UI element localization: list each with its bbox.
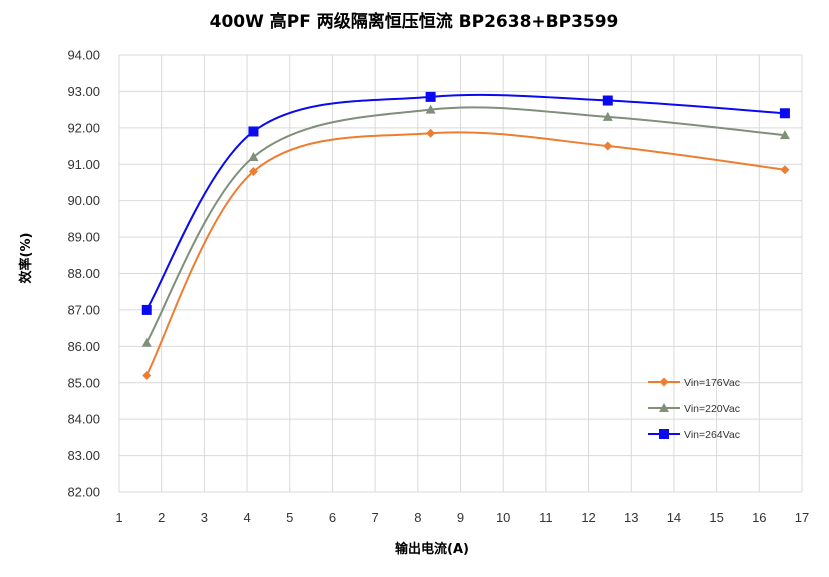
series-group: [141, 91, 790, 380]
legend-item: Vin=220Vac: [648, 403, 740, 415]
grid-lines: [118, 54, 803, 493]
series-line: [145, 93, 785, 311]
series-line: [145, 106, 786, 344]
y-tick-label: 93.00: [67, 84, 100, 99]
y-tick-label: 85.00: [67, 375, 100, 390]
x-axis-title: 输出电流(A): [395, 541, 469, 557]
x-tick-label: 16: [752, 510, 766, 525]
x-tick-label: 1: [115, 510, 122, 525]
x-tick-label: 17: [795, 510, 809, 525]
x-tick-label: 15: [709, 510, 723, 525]
x-tick-labels: 1 2 3 4 5 6 7 8 9 10 11 12 13 14 15 16 17: [115, 510, 809, 525]
x-tick-label: 12: [581, 510, 595, 525]
y-tick-label: 84.00: [67, 412, 100, 427]
legend-marker: [659, 403, 669, 412]
x-tick-label: 3: [201, 510, 208, 525]
legend-item: Vin=264Vac: [648, 429, 740, 441]
data-point: [779, 108, 790, 119]
y-tick-label: 83.00: [67, 448, 100, 463]
x-tick-label: 9: [457, 510, 464, 525]
chart-title: 400W 高PF 两级隔离恒压恒流 BP2638+BP3599: [210, 11, 619, 32]
x-tick-label: 2: [158, 510, 165, 525]
y-tick-label: 90.00: [67, 193, 100, 208]
x-tick-label: 13: [624, 510, 638, 525]
data-point: [141, 304, 152, 315]
series-vin-264vac: [141, 91, 790, 315]
x-tick-label: 14: [667, 510, 681, 525]
y-axis-title: 效率(%): [18, 233, 34, 284]
legend: Vin=176Vac Vin=220Vac Vin=264Vac: [648, 377, 740, 441]
legend-marker: [659, 429, 669, 439]
y-tick-label: 94.00: [67, 48, 100, 63]
x-tick-label: 8: [414, 510, 421, 525]
y-tick-label: 86.00: [67, 339, 100, 354]
data-point: [780, 165, 790, 175]
y-tick-label: 88.00: [67, 266, 100, 281]
data-point: [602, 111, 613, 121]
data-point: [603, 141, 613, 151]
y-tick-label: 82.00: [67, 485, 100, 500]
data-point: [142, 370, 152, 380]
data-point: [425, 104, 436, 114]
x-tick-label: 11: [539, 510, 553, 525]
x-tick-label: 7: [372, 510, 379, 525]
legend-marker: [659, 377, 669, 387]
data-point: [779, 130, 790, 140]
y-tick-labels: 82.00 83.00 84.00 85.00 86.00 87.00 88.00 89.00…: [67, 48, 100, 500]
data-point: [248, 126, 259, 137]
data-point: [141, 337, 152, 347]
series-vin-176vac: [142, 128, 790, 380]
y-tick-label: 89.00: [67, 230, 100, 245]
y-tick-label: 91.00: [67, 157, 100, 172]
data-point: [425, 91, 436, 102]
data-point: [426, 128, 436, 138]
legend-item: Vin=176Vac: [648, 377, 740, 389]
x-tick-label: 6: [329, 510, 336, 525]
data-point: [248, 167, 258, 177]
data-point: [248, 151, 259, 161]
data-point: [602, 95, 613, 106]
x-tick-label: 5: [286, 510, 293, 525]
x-tick-label: 4: [243, 510, 250, 525]
legend-label: Vin=264Vac: [684, 429, 740, 441]
y-tick-label: 87.00: [67, 302, 100, 317]
legend-label: Vin=176Vac: [684, 377, 740, 389]
series-vin-220vac: [141, 104, 790, 347]
x-tick-label: 10: [496, 510, 510, 525]
y-tick-label: 92.00: [67, 120, 100, 135]
legend-label: Vin=220Vac: [684, 403, 740, 415]
